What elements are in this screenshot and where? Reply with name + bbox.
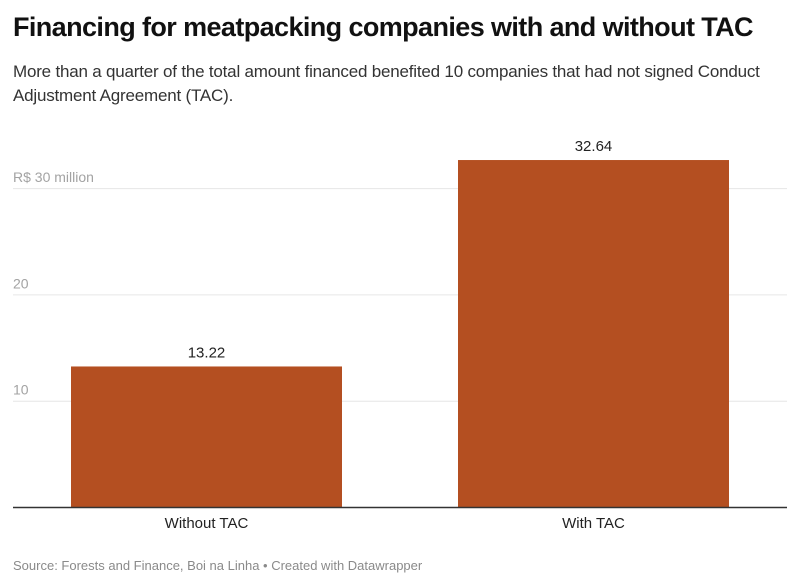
x-category-label-0: Without TAC [165,515,249,532]
y-tick-label-20: 20 [13,275,29,291]
x-category-label-1: With TAC [562,515,625,532]
y-tick-label-10: 10 [13,382,29,398]
bar-1 [458,160,729,507]
chart-subtitle: More than a quarter of the total amount … [13,62,760,105]
chart-title: Financing for meatpacking companies with… [13,12,754,42]
bar-0 [71,366,342,507]
value-label-0: 13.22 [188,344,226,361]
value-label-1: 32.64 [575,138,613,155]
source-footer: Source: Forests and Finance, Boi na Linh… [13,558,423,573]
y-tick-label-30: R$ 30 million [13,169,94,185]
